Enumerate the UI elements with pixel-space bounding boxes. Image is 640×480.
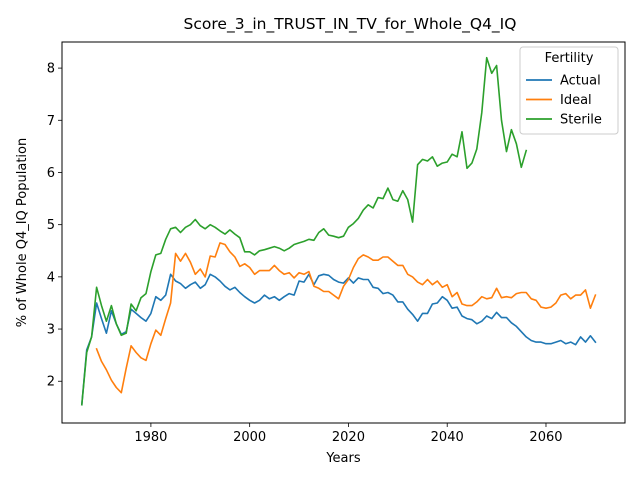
- plot-area: 1980 2000 2020 2040 2060 2 3 4 5 6 7 8: [47, 41, 626, 445]
- x-axis-label: Years: [325, 451, 361, 466]
- y-tick-label: 7: [47, 114, 55, 129]
- y-tick-label: 5: [47, 218, 55, 233]
- legend-label-ideal: Ideal: [560, 93, 592, 108]
- axes-frame: [61, 41, 626, 424]
- legend: Fertility Actual Ideal Sterile: [519, 46, 619, 135]
- legend-frame: [519, 46, 619, 135]
- x-tick-label: 2020: [332, 430, 365, 445]
- y-tick-label: 2: [47, 375, 55, 390]
- legend-label-sterile: Sterile: [560, 113, 602, 128]
- series-line-actual: [80, 273, 597, 406]
- legend-items: Actual Ideal Sterile: [526, 74, 602, 128]
- series-line-ideal: [95, 242, 597, 394]
- y-tick-label: 3: [47, 323, 55, 338]
- y-axis-ticks: 2 3 4 5 6 7 8: [47, 62, 62, 390]
- x-tick-label: 2060: [529, 430, 562, 445]
- y-tick-label: 4: [47, 270, 55, 285]
- x-tick-label: 2000: [233, 430, 266, 445]
- y-tick-label: 8: [47, 62, 55, 77]
- legend-label-actual: Actual: [560, 74, 601, 89]
- x-tick-label: 1980: [134, 430, 167, 445]
- legend-title: Fertility: [545, 51, 594, 66]
- series-layer: [80, 56, 597, 406]
- x-axis-ticks: 1980 2000 2020 2040 2060: [134, 423, 563, 445]
- y-tick-label: 6: [47, 166, 55, 181]
- y-axis-label: % of Whole Q4_IQ Population: [15, 138, 30, 327]
- x-tick-label: 2040: [431, 430, 464, 445]
- series-line-sterile: [80, 56, 528, 406]
- chart-title: Score_3_in_TRUST_IN_TV_for_Whole_Q4_IQ: [184, 15, 517, 34]
